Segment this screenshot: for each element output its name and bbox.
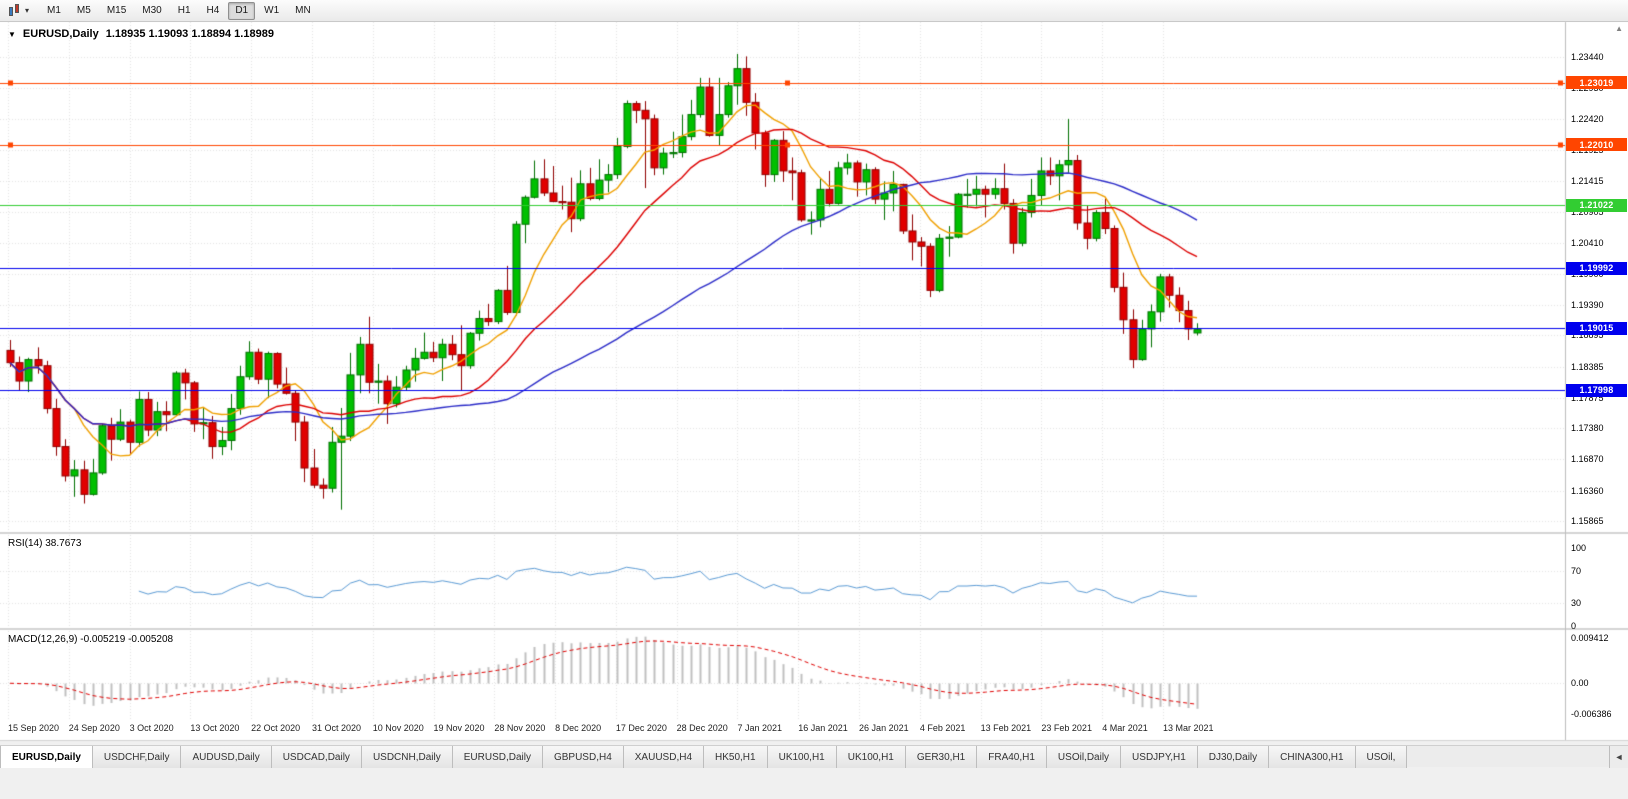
tab-eurusd-daily[interactable]: EURUSD,Daily [452,746,543,768]
price-axis-label: 1.16870 [1571,454,1604,465]
macd-indicator-label: MACD(12,26,9) -0.005219 -0.005208 [8,634,174,645]
price-axis-label: 1.20905 [1571,207,1604,218]
tab-dj30-daily[interactable]: DJ30,Daily [1197,746,1270,768]
axis-scroll-icon[interactable]: ▲ [1615,24,1623,33]
date-axis-label: 13 Mar 2021 [1163,723,1214,733]
date-axis-label: 28 Dec 2020 [676,723,728,733]
tab-eurusd-daily[interactable]: EURUSD,Daily [0,746,93,768]
rsi-axis-label: 70 [1571,566,1582,577]
timeframe-toolbar: ▾ M1 M5 M15 M30 H1 H4 D1 W1 MN [0,0,1628,22]
rsi-axis-label: 100 [1571,543,1587,553]
price-level-badge: 1.23019 [1566,76,1627,90]
timeframe-button-m15[interactable]: M15 [106,4,127,16]
price-axis-label: 1.23440 [1571,52,1604,62]
date-axis-label: 10 Nov 2020 [372,723,424,733]
date-axis-label: 24 Sep 2020 [68,723,120,733]
price-level-badge: 1.21022 [1566,198,1627,212]
date-axis-label: 13 Feb 2021 [980,723,1032,733]
tab-usdcnh-daily[interactable]: USDCNH,Daily [361,746,453,768]
timeframe-button-h4[interactable]: H4 [206,4,220,16]
tab-uk100-h1[interactable]: UK100,H1 [836,746,906,768]
price-axis-label: 1.18385 [1571,361,1604,372]
price-level-badge: 1.19992 [1566,261,1627,275]
macd-axis-label: 0.00 [1571,678,1589,689]
tab-china300-h1[interactable]: CHINA300,H1 [1269,746,1356,768]
date-axis-label: 17 Dec 2020 [615,723,667,733]
price-axis-label: 1.21415 [1571,176,1604,187]
date-axis-label: 23 Feb 2021 [1041,723,1092,733]
price-axis-label: 1.18895 [1571,330,1604,341]
timeframe-buttons: M1 M5 M15 M30 H1 H4 D1 W1 MN [39,1,319,20]
date-axis-label: 13 Oct 2020 [190,723,240,733]
date-axis-label: 4 Feb 2021 [919,723,966,733]
tab-usdjpy-h1[interactable]: USDJPY,H1 [1121,746,1198,768]
tab-usdchf-daily[interactable]: USDCHF,Daily [92,746,182,768]
price-axis-label: 1.19390 [1571,300,1604,311]
tab-audusd-daily[interactable]: AUDUSD,Daily [181,746,272,768]
price-axis-label: 1.17875 [1571,392,1604,403]
date-axis-label: 15 Sep 2020 [8,723,60,733]
chart-tabs-strip: EURUSD,Daily USDCHF,Daily AUDUSD,Daily USDC… [0,746,1610,768]
price-level-badge: 1.22010 [1566,138,1627,152]
tab-usdcad-daily[interactable]: USDCAD,Daily [271,746,362,768]
chart-tabbar: EURUSD,Daily USDCHF,Daily AUDUSD,Daily USDC… [0,745,1628,768]
date-axis-label: 8 Dec 2020 [555,723,602,733]
date-axis-label: 31 Oct 2020 [311,723,361,733]
price-level-badge: 1.19015 [1566,321,1627,335]
rsi-axis-label: 0 [1571,621,1577,631]
rsi-axis-label: 30 [1571,597,1582,608]
price-axis-label: 1.22420 [1571,114,1604,125]
timeframe-button-d1[interactable]: D1 [228,1,256,20]
timeframe-button-mn[interactable]: MN [295,4,311,16]
tab-hk50-h1[interactable]: HK50,H1 [704,746,768,768]
date-axis-label: 4 Mar 2021 [1102,723,1148,733]
tab-xauusd-h4[interactable]: XAUUSD,H4 [623,746,705,768]
timeframe-button-h1[interactable]: H1 [177,4,191,16]
chart-header: ▼ EURUSD,Daily 1.18935 1.19093 1.18894 1… [8,28,274,40]
timeframe-button-m1[interactable]: M1 [47,4,61,16]
candlestick-glyph-icon [8,4,21,17]
date-axis-label: 16 Jan 2021 [798,723,848,733]
price-axis-label: 1.20410 [1571,237,1604,248]
tab-uk100-h1[interactable]: UK100,H1 [767,746,837,768]
chart-type-icon[interactable] [4,3,24,19]
price-axis-label: 1.17380 [1571,423,1604,434]
price-level-badge: 1.17998 [1566,383,1627,397]
date-axis-label: 28 Nov 2020 [494,723,546,733]
price-axis-label: 1.16360 [1571,485,1604,496]
chart-symbol-title: EURUSD,Daily [22,28,99,40]
tab-usoil[interactable]: USOil, [1355,746,1408,768]
tab-gbpusd-h4[interactable]: GBPUSD,H4 [542,746,624,768]
timeframe-button-w1[interactable]: W1 [264,4,280,16]
macd-axis-label: 0.009412 [1571,633,1609,643]
date-axis-label: 22 Oct 2020 [251,723,301,733]
date-axis-label: 26 Jan 2021 [859,723,909,733]
date-axis-label: 19 Nov 2020 [433,723,485,733]
tab-fra40-h1[interactable]: FRA40,H1 [977,746,1047,768]
date-axis-label: 7 Jan 2021 [737,723,783,733]
rsi-indicator-label: RSI(14) 38.7673 [8,538,82,549]
date-axis-label: 3 Oct 2020 [129,723,174,733]
macd-axis-label: -0.006386 [1571,709,1612,719]
tab-usoil-daily[interactable]: USOil,Daily [1046,746,1122,768]
price-axis-label: 1.15865 [1571,516,1604,526]
chart-ohlc-values: 1.18935 1.19093 1.18894 1.18989 [105,28,274,40]
collapse-triangle-icon[interactable]: ▼ [8,29,16,39]
tab-ger30-h1[interactable]: GER30,H1 [905,746,978,768]
timeframe-button-m30[interactable]: M30 [142,4,162,16]
chart-type-dropdown-icon[interactable]: ▾ [25,6,30,15]
tab-scroll-left-icon[interactable]: ◄ [1609,746,1628,768]
timeframe-button-m5[interactable]: M5 [76,4,91,16]
